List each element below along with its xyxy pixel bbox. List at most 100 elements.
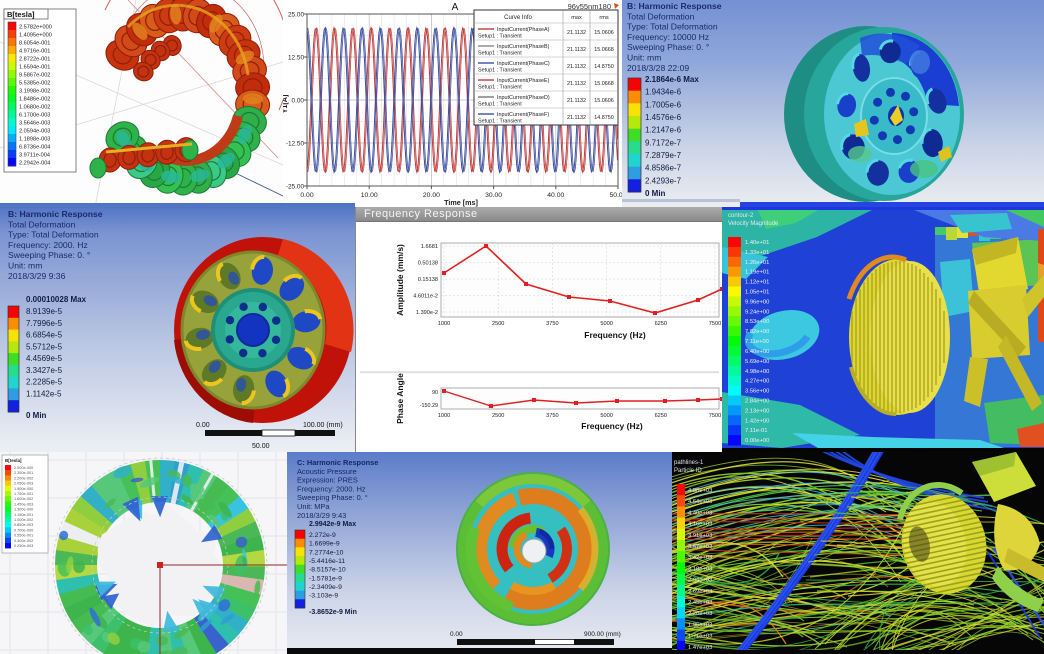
svg-text:15.0668: 15.0668 [594, 47, 614, 53]
svg-text:0.00: 0.00 [300, 192, 313, 199]
svg-text:pathlines-1: pathlines-1 [674, 460, 704, 466]
svg-text:2.500e-000: 2.500e-000 [14, 466, 33, 470]
svg-text:9.24e+00: 9.24e+00 [745, 309, 769, 315]
svg-text:15.0606: 15.0606 [594, 98, 614, 104]
svg-text:10.00: 10.00 [361, 192, 378, 199]
svg-text:Setup1 : Transient: Setup1 : Transient [478, 119, 522, 125]
svg-text:7.11e+00: 7.11e+00 [745, 339, 769, 345]
svg-text:4.6011e-2: 4.6011e-2 [413, 294, 438, 300]
svg-text:1.900e-000: 1.900e-000 [14, 487, 33, 491]
svg-text:1.450e-003: 1.450e-003 [14, 502, 33, 506]
svg-text:3.18e+03: 3.18e+03 [688, 566, 712, 572]
svg-text:Type: Total Deformation: Type: Total Deformation [8, 230, 99, 240]
svg-text:3.91e+03: 3.91e+03 [688, 533, 712, 539]
svg-text:1.47e+03: 1.47e+03 [688, 645, 712, 650]
svg-text:900.00 (mm): 900.00 (mm) [584, 631, 621, 638]
svg-text:8.6054e-001: 8.6054e-001 [19, 41, 50, 47]
svg-text:2018/3/28 22:09: 2018/3/28 22:09 [627, 63, 689, 73]
svg-text:20.00: 20.00 [423, 192, 440, 199]
svg-text:Frequency (Hz): Frequency (Hz) [581, 421, 643, 431]
svg-text:7500: 7500 [709, 321, 721, 327]
svg-text:3.9711e-004: 3.9711e-004 [19, 153, 50, 159]
svg-text:3.5646e-003: 3.5646e-003 [19, 121, 50, 127]
svg-text:21.1132: 21.1132 [567, 47, 586, 53]
svg-text:2500: 2500 [492, 321, 504, 327]
svg-text:2.5782e+000: 2.5782e+000 [19, 25, 52, 31]
svg-text:Type: Total Deformation: Type: Total Deformation [627, 22, 718, 32]
svg-text:1.71e+03: 1.71e+03 [688, 634, 712, 640]
svg-text:4.88e+03: 4.88e+03 [688, 488, 712, 494]
svg-text:Frequency: 2000. Hz: Frequency: 2000. Hz [297, 484, 366, 493]
svg-text:3.67e+03: 3.67e+03 [688, 544, 712, 550]
svg-text:0.00: 0.00 [196, 422, 210, 429]
svg-text:2.9942e-9 Max: 2.9942e-9 Max [309, 521, 356, 528]
svg-text:0.400e-002: 0.400e-002 [14, 539, 33, 543]
svg-text:1.6594e-001: 1.6594e-001 [19, 65, 50, 71]
svg-text:-5.4416e-11: -5.4416e-11 [309, 558, 345, 565]
svg-text:0.00e+00: 0.00e+00 [745, 438, 769, 444]
svg-text:7.7996e-5: 7.7996e-5 [26, 319, 63, 328]
svg-text:4.8586e-7: 4.8586e-7 [645, 164, 682, 173]
svg-text:100.00 (mm): 100.00 (mm) [303, 422, 343, 429]
svg-text:1.000e-002: 1.000e-002 [14, 518, 33, 522]
svg-text:Total Deformation: Total Deformation [627, 11, 695, 21]
svg-text:5.5385e-002: 5.5385e-002 [19, 81, 50, 87]
svg-text:0.00: 0.00 [292, 97, 305, 104]
svg-text:2.84e+00: 2.84e+00 [745, 399, 769, 405]
svg-text:Expression: PRES: Expression: PRES [297, 476, 358, 485]
svg-text:InputCurrent(PhaseD): InputCurrent(PhaseD) [497, 95, 550, 101]
svg-text:9.5867e-002: 9.5867e-002 [19, 73, 50, 79]
svg-text:5.5712e-5: 5.5712e-5 [26, 342, 63, 351]
svg-text:5000: 5000 [600, 413, 612, 419]
svg-text:1000: 1000 [438, 413, 450, 419]
svg-text:7.82e+00: 7.82e+00 [745, 329, 769, 335]
svg-text:2.45e+03: 2.45e+03 [688, 600, 712, 606]
svg-text:9.7172e-7: 9.7172e-7 [645, 138, 682, 147]
svg-text:2.69e+03: 2.69e+03 [688, 589, 712, 595]
svg-text:InputCurrent(PhaseA): InputCurrent(PhaseA) [497, 27, 550, 33]
svg-text:Sweeping Phase: 0. °: Sweeping Phase: 0. ° [8, 250, 90, 260]
svg-text:2500: 2500 [492, 413, 504, 419]
svg-text:12.50: 12.50 [288, 54, 304, 61]
svg-text:8.53e+00: 8.53e+00 [745, 319, 769, 325]
svg-text:50.00: 50.00 [609, 192, 622, 199]
svg-text:25.00: 25.00 [288, 11, 304, 18]
svg-text:Unit: mm: Unit: mm [8, 261, 42, 271]
svg-text:1.300e-000: 1.300e-000 [14, 508, 33, 512]
svg-text:1.0680e-002: 1.0680e-002 [19, 105, 50, 111]
svg-text:1.7005e-6: 1.7005e-6 [645, 100, 682, 109]
svg-text:1.19e+01: 1.19e+01 [745, 270, 769, 276]
svg-text:0.00010028 Max: 0.00010028 Max [26, 295, 87, 304]
svg-text:Setup1 : Transient: Setup1 : Transient [478, 51, 522, 57]
svg-text:1.750e-001: 1.750e-001 [14, 492, 33, 496]
svg-text:4.98e+00: 4.98e+00 [745, 369, 769, 375]
svg-text:1.600e-002: 1.600e-002 [14, 497, 33, 501]
svg-text:7.11e-01: 7.11e-01 [745, 428, 767, 434]
svg-text:3750: 3750 [546, 413, 558, 419]
svg-text:B: Harmonic Response: B: Harmonic Response [627, 1, 722, 11]
svg-text:3.56e+00: 3.56e+00 [745, 389, 769, 395]
svg-text:3750: 3750 [546, 321, 558, 327]
svg-text:2.20e+03: 2.20e+03 [688, 611, 712, 617]
svg-text:21.1132: 21.1132 [567, 30, 586, 36]
svg-text:0.15138: 0.15138 [418, 277, 438, 283]
svg-text:max: max [571, 15, 582, 21]
svg-text:Acoustic Pressure: Acoustic Pressure [297, 467, 357, 476]
svg-text:B[tesla]: B[tesla] [5, 458, 22, 463]
svg-text:0.00: 0.00 [450, 631, 463, 638]
svg-text:6.40e+00: 6.40e+00 [745, 349, 769, 355]
svg-text:-8.5157e-10: -8.5157e-10 [309, 567, 346, 574]
svg-text:3.3427e-5: 3.3427e-5 [26, 366, 63, 375]
svg-text:contour-2: contour-2 [728, 213, 754, 219]
svg-text:1.96e+03: 1.96e+03 [688, 622, 712, 628]
svg-text:2.050e-003: 2.050e-003 [14, 482, 33, 486]
svg-text:40.00: 40.00 [547, 192, 564, 199]
svg-text:15.0606: 15.0606 [594, 30, 614, 36]
svg-text:InputCurrent(PhaseF): InputCurrent(PhaseF) [497, 112, 549, 118]
svg-text:15.0668: 15.0668 [594, 81, 614, 87]
svg-text:4.27e+00: 4.27e+00 [745, 379, 769, 385]
svg-text:0.250e-003: 0.250e-003 [14, 544, 33, 548]
svg-text:0.850e-003: 0.850e-003 [14, 523, 33, 527]
svg-text:21.1132: 21.1132 [567, 81, 586, 87]
svg-text:2.2942e-004: 2.2942e-004 [19, 161, 50, 167]
